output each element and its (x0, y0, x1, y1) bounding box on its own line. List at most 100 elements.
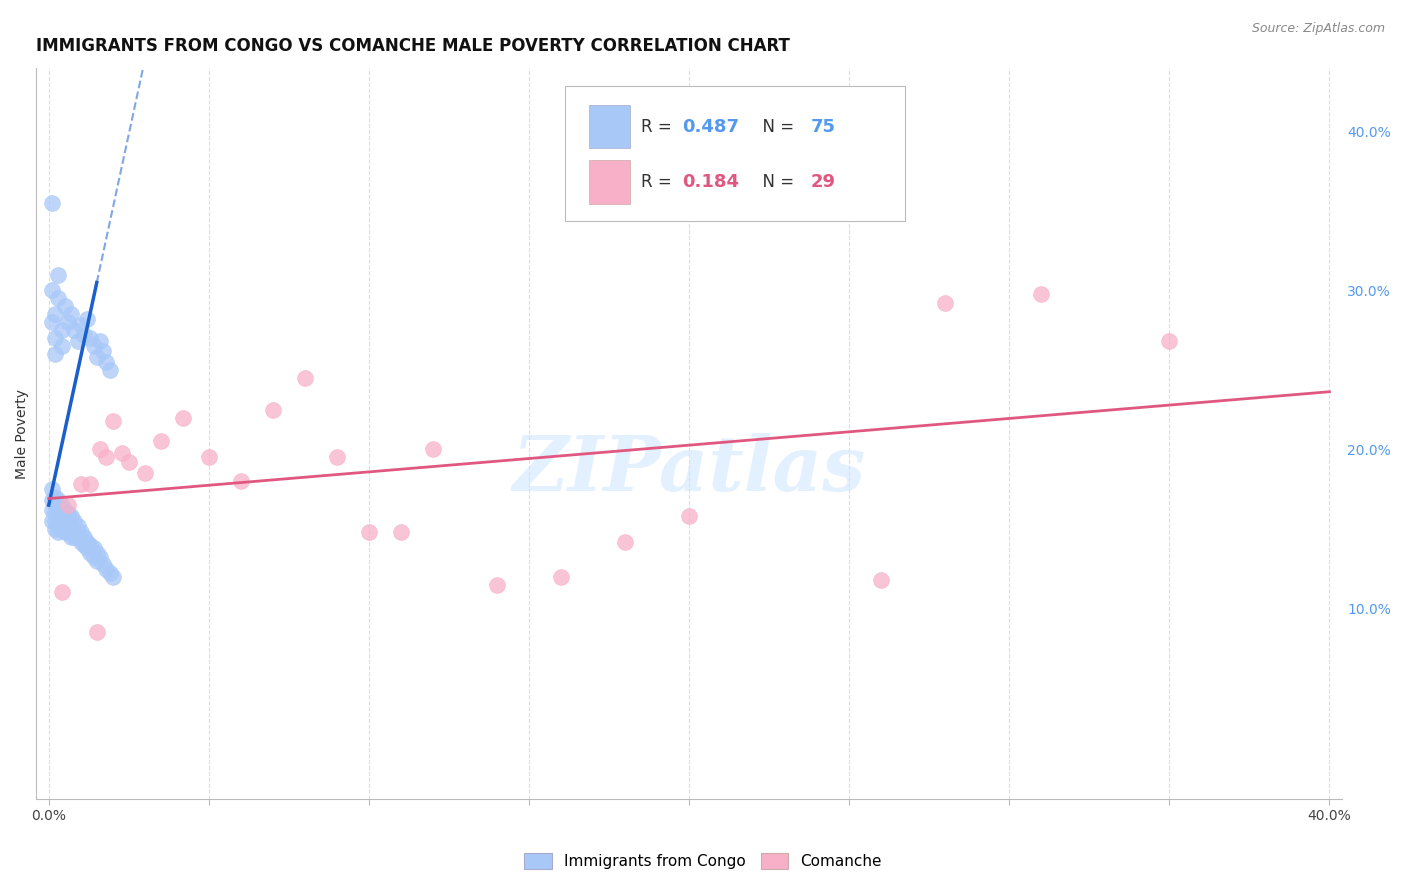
Point (60, 307, 83, 321)
Point (53, 518, 76, 533)
Point (86, 350, 108, 364)
Text: IMMIGRANTS FROM CONGO VS COMANCHE MALE POVERTY CORRELATION CHART: IMMIGRANTS FROM CONGO VS COMANCHE MALE P… (37, 37, 790, 55)
Point (63, 323, 86, 337)
Point (118, 455, 141, 469)
Point (111, 445, 134, 459)
Point (53, 524, 76, 539)
Point (134, 467, 156, 481)
Point (79, 477, 101, 491)
Text: Source: ZipAtlas.com: Source: ZipAtlas.com (1251, 22, 1385, 36)
Point (98, 566, 121, 581)
Point (48, 518, 70, 533)
Point (83, 339, 105, 353)
Point (89, 550, 111, 565)
Point (79, 331, 101, 345)
Point (44, 347, 66, 361)
Point (73, 538, 96, 552)
Point (44, 498, 66, 512)
Point (172, 410, 194, 425)
Point (198, 450, 221, 465)
Point (66, 334, 89, 349)
Point (86, 546, 108, 560)
Point (485, 577, 508, 591)
Point (63, 530, 86, 544)
Point (60, 530, 83, 544)
Point (44, 506, 66, 520)
Point (73, 530, 96, 544)
Point (41, 196, 63, 211)
Point (56, 524, 79, 539)
Point (41, 493, 63, 508)
Point (44, 490, 66, 504)
Point (51, 585, 73, 599)
Point (101, 569, 124, 583)
Point (1159, 334, 1181, 349)
Point (389, 524, 412, 539)
Point (69, 534, 91, 549)
Point (149, 434, 172, 449)
Point (63, 514, 86, 528)
Point (357, 524, 380, 539)
Point (83, 541, 105, 555)
Point (60, 509, 83, 524)
Point (48, 292, 70, 306)
Point (41, 284, 63, 298)
Point (56, 514, 79, 528)
Point (83, 550, 105, 565)
Point (60, 518, 83, 533)
Point (101, 414, 124, 428)
Point (69, 318, 91, 333)
Point (48, 503, 70, 517)
Point (69, 524, 91, 539)
Point (76, 534, 98, 549)
Point (63, 522, 86, 536)
Text: 0.184: 0.184 (682, 173, 740, 192)
Point (326, 450, 349, 465)
Point (550, 569, 572, 583)
Point (86, 625, 108, 640)
Text: N =: N = (752, 118, 799, 136)
FancyBboxPatch shape (589, 105, 630, 148)
Point (51, 323, 73, 337)
Point (934, 296, 956, 310)
Point (91, 557, 114, 571)
Point (66, 518, 89, 533)
Point (614, 534, 637, 549)
Point (73, 328, 96, 343)
Point (48, 493, 70, 508)
Text: N =: N = (752, 173, 799, 192)
FancyBboxPatch shape (589, 161, 630, 203)
Point (41, 503, 63, 517)
Point (44, 522, 66, 536)
Point (76, 312, 98, 326)
Point (294, 371, 316, 385)
Point (53, 503, 76, 517)
Point (98, 363, 121, 377)
Point (44, 307, 66, 321)
Text: 75: 75 (811, 118, 835, 136)
Point (86, 554, 108, 568)
Point (870, 573, 893, 587)
Text: R =: R = (641, 118, 676, 136)
Point (56, 315, 79, 329)
Point (678, 509, 700, 524)
Point (44, 331, 66, 345)
Point (48, 268, 70, 282)
Point (41, 514, 63, 528)
Point (48, 509, 70, 524)
Text: ZIPatlas: ZIPatlas (513, 434, 866, 507)
Point (422, 442, 444, 457)
Point (51, 506, 73, 520)
Point (41, 482, 63, 496)
Point (89, 334, 111, 349)
Point (53, 299, 76, 313)
Point (229, 474, 252, 488)
Point (91, 343, 114, 358)
Point (56, 498, 79, 512)
Point (79, 538, 101, 552)
Point (89, 442, 111, 457)
Point (66, 530, 89, 544)
Point (96, 450, 118, 465)
Point (1031, 286, 1053, 301)
Point (51, 522, 73, 536)
